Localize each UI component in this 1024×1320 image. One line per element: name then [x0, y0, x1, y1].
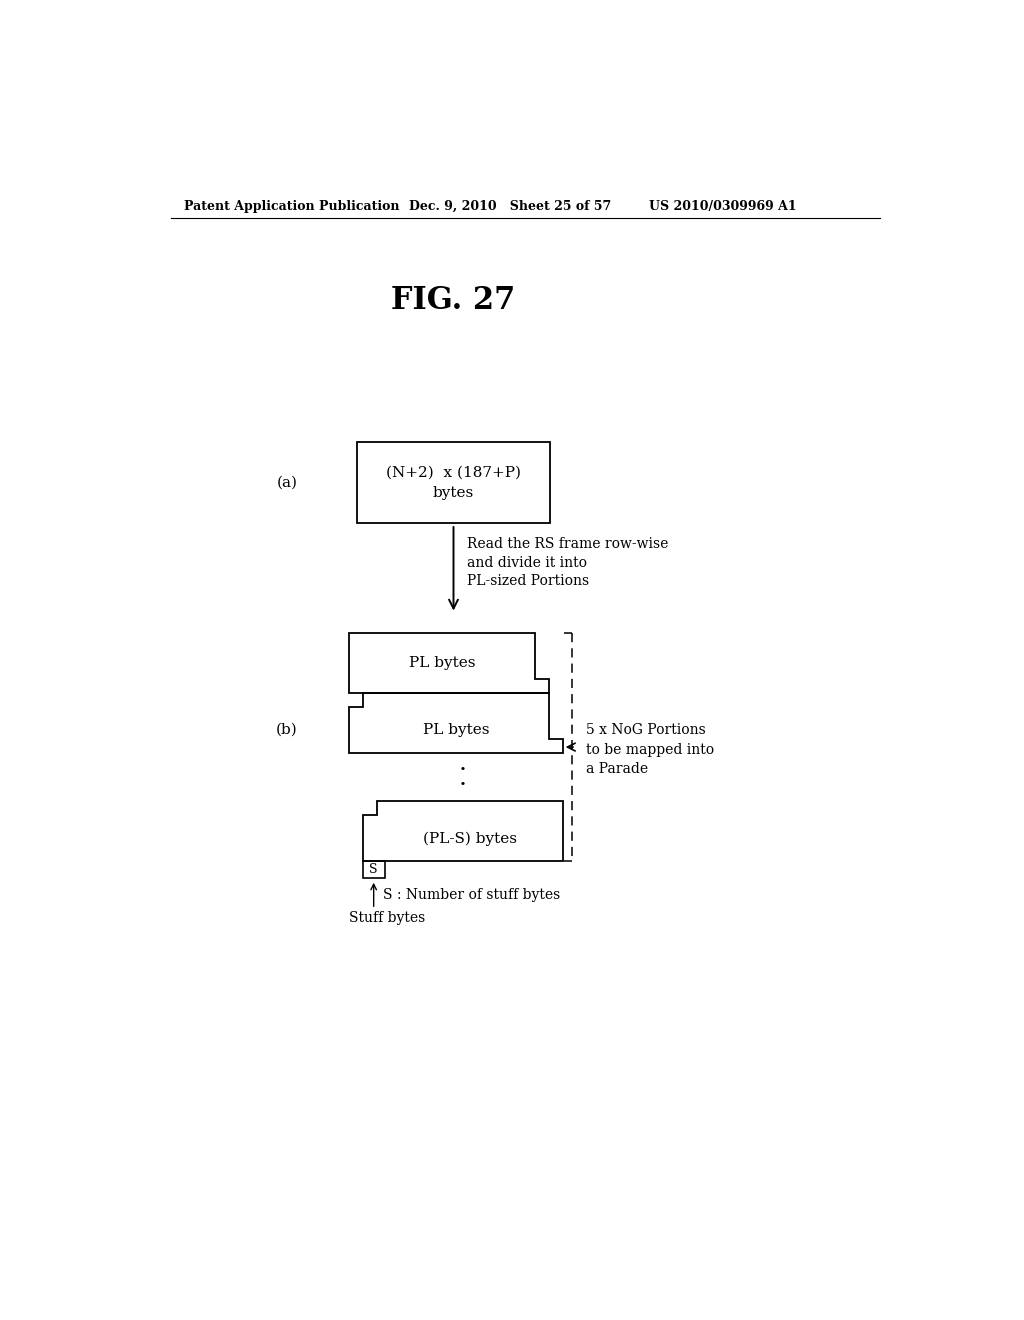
- Text: ·: ·: [459, 774, 467, 797]
- Text: Stuff bytes: Stuff bytes: [349, 911, 425, 925]
- Text: a Parade: a Parade: [586, 762, 648, 776]
- Text: (a): (a): [276, 475, 297, 490]
- Text: Patent Application Publication: Patent Application Publication: [183, 199, 399, 213]
- Text: (N+2)  x (187+P): (N+2) x (187+P): [386, 466, 521, 480]
- Text: 5 x NoG Portions: 5 x NoG Portions: [586, 723, 706, 737]
- Text: PL bytes: PL bytes: [409, 656, 475, 669]
- Text: US 2010/0309969 A1: US 2010/0309969 A1: [649, 199, 797, 213]
- Text: Dec. 9, 2010   Sheet 25 of 57: Dec. 9, 2010 Sheet 25 of 57: [409, 199, 610, 213]
- Text: PL-sized Portions: PL-sized Portions: [467, 574, 590, 589]
- Text: Read the RS frame row-wise: Read the RS frame row-wise: [467, 537, 669, 552]
- Text: to be mapped into: to be mapped into: [586, 743, 714, 758]
- Text: PL bytes: PL bytes: [423, 723, 489, 737]
- Text: S : Number of stuff bytes: S : Number of stuff bytes: [383, 888, 560, 903]
- Text: S: S: [370, 863, 378, 876]
- Text: (PL-S) bytes: (PL-S) bytes: [423, 832, 517, 846]
- Text: bytes: bytes: [433, 486, 474, 500]
- Text: and divide it into: and divide it into: [467, 556, 588, 570]
- Text: FIG. 27: FIG. 27: [391, 285, 516, 317]
- Text: (b): (b): [276, 723, 298, 737]
- Text: ·: ·: [459, 759, 467, 781]
